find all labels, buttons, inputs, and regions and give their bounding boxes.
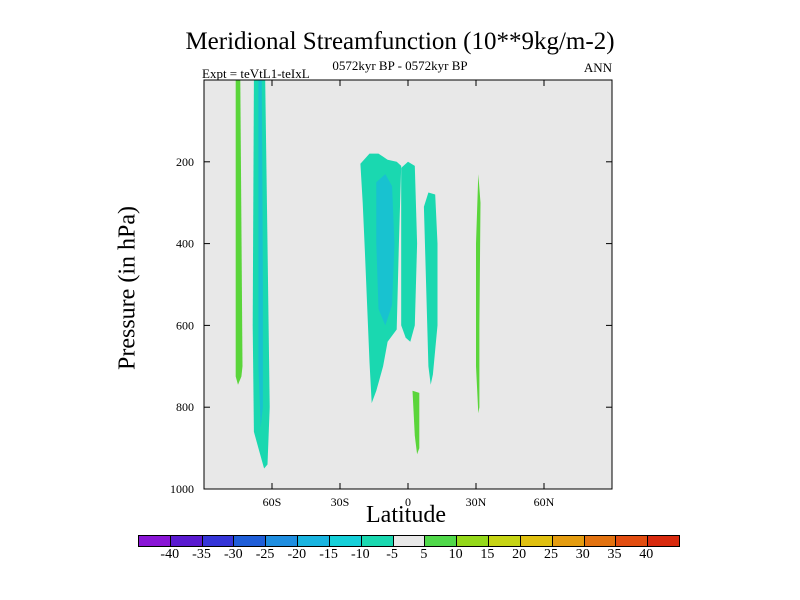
colorbar-level-label: 25 [543, 547, 558, 562]
colorbar-swatch [584, 536, 617, 546]
colorbar-level-label: 30 [575, 547, 590, 562]
chart-subtitle-period: 0572kyr BP - 0572kyr BP [332, 58, 468, 73]
colorbar-swatch [139, 536, 171, 546]
x-tick-label: 30S [331, 495, 350, 509]
y-tick-label: 800 [176, 400, 194, 414]
x-tick-label: 60S [263, 495, 282, 509]
contour-sh-negative-core [258, 80, 263, 428]
colorbar-level-label: -10 [351, 547, 370, 562]
chart-subtitle-season: ANN [583, 60, 612, 75]
colorbar-level-label: -15 [319, 547, 338, 562]
colorbar-level-label: 40 [639, 547, 654, 562]
colorbar-level-label: 5 [420, 547, 428, 562]
y-tick-label: 400 [176, 237, 194, 251]
colorbar-swatch [393, 536, 426, 546]
y-tick-label: 200 [176, 155, 194, 169]
y-axis-title: Pressure (in hPa) [114, 206, 141, 370]
colorbar-level-label: -25 [255, 547, 275, 562]
colorbar-swatch [361, 536, 394, 546]
contour-tropical-negative-east [423, 192, 438, 385]
colorbar-level-label: 10 [448, 547, 463, 562]
colorbar-level-label: 20 [512, 547, 527, 562]
axis-ticks: 60S 30S 0 30N 60N 200 400 600 800 1000 [170, 80, 612, 509]
x-tick-label: 0 [405, 495, 411, 509]
colorbar-level-label: -30 [223, 547, 243, 562]
colorbar-swatch [298, 536, 330, 546]
colorbar-level-label: -35 [192, 547, 211, 562]
y-tick-label: 600 [176, 318, 194, 332]
colorbar-labels: -40 -35 -30 -25 -20 -15 -10 -5 5 10 15 20 25 30 35 40 [138, 547, 678, 563]
colorbar-swatch [489, 536, 521, 546]
y-tick-label: 1000 [170, 482, 194, 496]
colorbar-swatch [425, 536, 458, 546]
colorbar [138, 535, 680, 547]
contour-regions [235, 80, 481, 469]
colorbar-level-label: -20 [287, 547, 307, 562]
x-axis-title: Latitude [366, 502, 446, 528]
colorbar-swatch [616, 536, 649, 546]
x-tick-label: 30N [466, 495, 487, 509]
colorbar-swatch [457, 536, 490, 546]
colorbar-level-label: -5 [386, 547, 398, 562]
colorbar-level-label: 35 [607, 547, 622, 562]
chart-subtitle-experiment: Expt = teVtL1-teIxL [202, 66, 310, 81]
colorbar-swatch [266, 536, 299, 546]
colorbar-swatch [648, 536, 680, 546]
colorbar-level-label: -40 [160, 547, 180, 562]
contour-sh-positive-band [235, 80, 243, 385]
colorbar-swatch [202, 536, 235, 546]
colorbar-level-label: 15 [480, 547, 495, 562]
x-tick-label: 60N [534, 495, 555, 509]
chart-title: Meridional Streamfunction (10**9kg/m-2) [185, 28, 615, 55]
colorbar-swatch [170, 536, 203, 546]
contour-nh-positive-band [476, 174, 481, 414]
contour-tropical-negative-west-core [376, 174, 395, 326]
colorbar-swatch [552, 536, 585, 546]
colorbar-swatch [520, 536, 553, 546]
contour-equatorial-positive [412, 390, 420, 455]
contour-tropical-negative-mid [401, 161, 418, 342]
colorbar-swatch [234, 536, 267, 546]
colorbar-swatch [329, 536, 362, 546]
